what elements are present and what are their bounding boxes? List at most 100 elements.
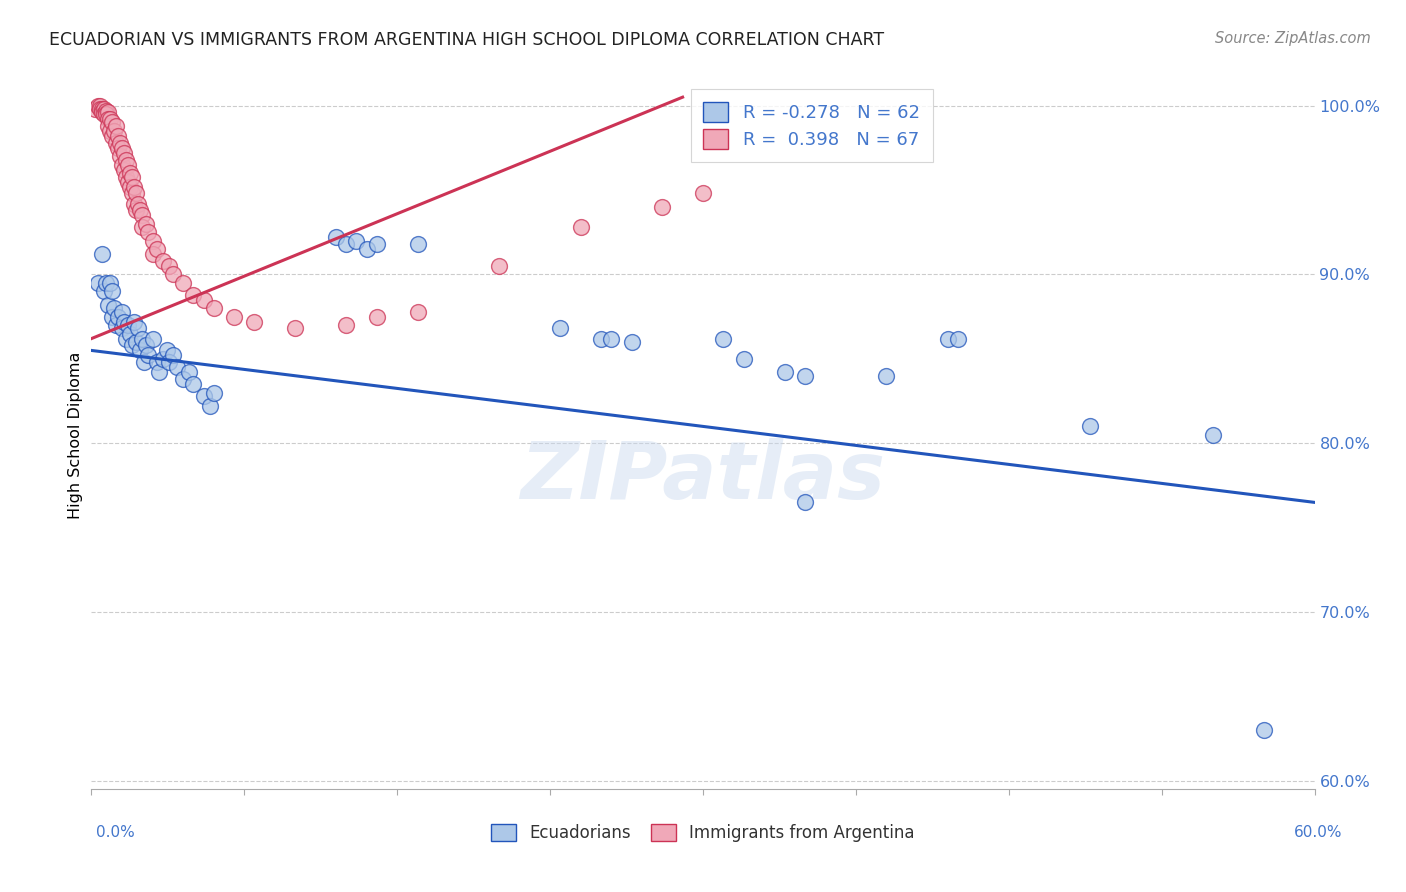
Point <box>141 247 163 261</box>
Point <box>162 349 184 363</box>
Point <box>121 169 143 184</box>
Point <box>692 186 714 201</box>
Point <box>1253 723 1275 738</box>
Point <box>591 332 613 346</box>
Point <box>356 242 378 256</box>
Point <box>569 220 592 235</box>
Point <box>243 315 266 329</box>
Point <box>131 332 153 346</box>
Point <box>141 234 163 248</box>
Point <box>90 102 112 116</box>
Point <box>107 141 129 155</box>
Point <box>122 179 145 194</box>
Point <box>98 276 121 290</box>
Point <box>111 304 134 318</box>
Point <box>129 203 152 218</box>
Point <box>325 230 347 244</box>
Point <box>97 119 120 133</box>
Point <box>111 158 134 172</box>
Point <box>711 332 734 346</box>
Point <box>936 332 959 346</box>
Point <box>112 315 135 329</box>
Point <box>104 318 127 332</box>
Point <box>1202 427 1225 442</box>
Point <box>107 310 129 324</box>
Point <box>335 318 357 332</box>
Point <box>793 495 815 509</box>
Point <box>179 365 201 379</box>
Point <box>156 343 179 358</box>
Point <box>93 107 115 121</box>
Point <box>122 196 145 211</box>
Point <box>202 301 225 316</box>
Point <box>115 332 138 346</box>
Point <box>406 237 429 252</box>
Point <box>104 119 127 133</box>
Point <box>733 351 755 366</box>
Point <box>172 276 194 290</box>
Point <box>550 321 572 335</box>
Point <box>125 334 148 349</box>
Point <box>773 365 796 379</box>
Point <box>103 301 125 316</box>
Point <box>406 304 429 318</box>
Point <box>97 112 120 127</box>
Point <box>145 242 167 256</box>
Point <box>117 318 139 332</box>
Point <box>138 349 160 363</box>
Point <box>131 208 153 222</box>
Point <box>202 385 225 400</box>
Legend: Ecuadorians, Immigrants from Argentina: Ecuadorians, Immigrants from Argentina <box>485 817 921 848</box>
Point <box>93 285 115 299</box>
Point <box>145 355 167 369</box>
Point <box>121 338 143 352</box>
Point <box>120 179 142 194</box>
Point <box>162 268 184 282</box>
Point <box>157 259 180 273</box>
Text: 0.0%: 0.0% <box>96 825 135 840</box>
Point <box>89 98 111 112</box>
Point <box>125 203 148 218</box>
Point <box>875 368 898 383</box>
Point <box>117 175 139 189</box>
Point <box>148 365 170 379</box>
Point <box>198 399 221 413</box>
Point <box>101 285 124 299</box>
Point <box>101 310 124 324</box>
Point <box>97 298 120 312</box>
Point <box>141 332 163 346</box>
Point <box>104 136 127 150</box>
Point <box>117 158 139 172</box>
Point <box>97 105 120 120</box>
Point <box>101 115 124 129</box>
Point <box>112 145 135 160</box>
Point <box>107 128 129 143</box>
Text: 60.0%: 60.0% <box>1295 825 1343 840</box>
Point <box>284 321 307 335</box>
Point <box>135 217 157 231</box>
Point <box>86 276 108 290</box>
Point <box>115 169 138 184</box>
Point <box>138 225 160 239</box>
Text: Source: ZipAtlas.com: Source: ZipAtlas.com <box>1215 31 1371 46</box>
Point <box>90 247 112 261</box>
Point <box>93 102 115 116</box>
Text: ZIPatlas: ZIPatlas <box>520 438 886 516</box>
Point <box>651 200 673 214</box>
Point <box>793 368 815 383</box>
Point <box>94 276 117 290</box>
Point <box>120 166 142 180</box>
Point <box>193 293 215 307</box>
Point <box>166 360 188 375</box>
Point <box>103 124 125 138</box>
Point <box>134 355 156 369</box>
Point <box>101 128 124 143</box>
Point <box>90 105 112 120</box>
Point <box>120 326 142 341</box>
Point <box>86 98 108 112</box>
Point <box>152 254 174 268</box>
Point <box>94 107 117 121</box>
Point <box>222 310 246 324</box>
Text: ECUADORIAN VS IMMIGRANTS FROM ARGENTINA HIGH SCHOOL DIPLOMA CORRELATION CHART: ECUADORIAN VS IMMIGRANTS FROM ARGENTINA … <box>49 31 884 49</box>
Point <box>125 186 148 201</box>
